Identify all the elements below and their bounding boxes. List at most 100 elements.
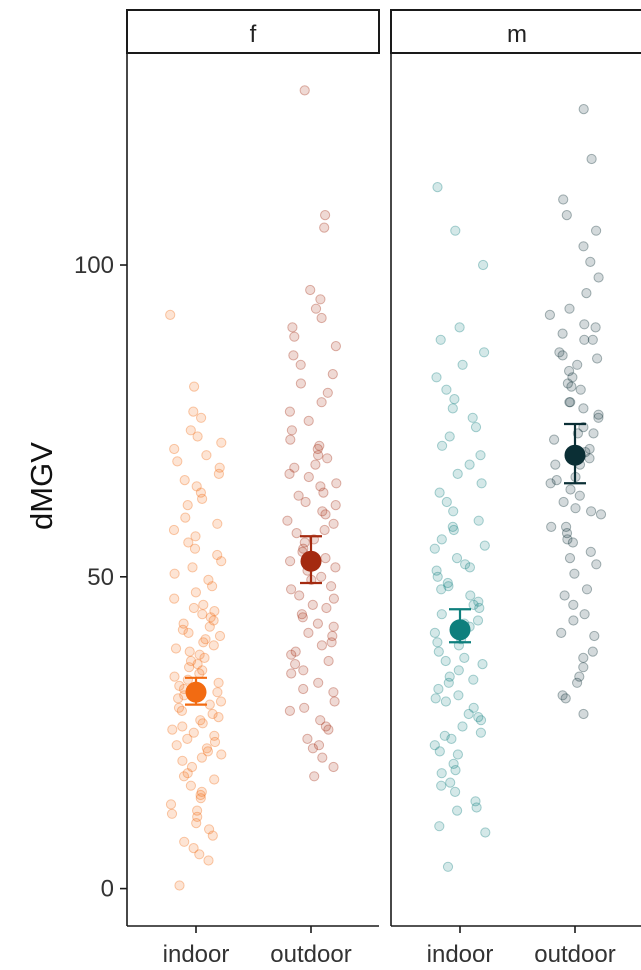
data-point <box>437 440 448 451</box>
data-point <box>296 609 307 620</box>
data-point <box>309 771 320 782</box>
data-point <box>303 627 314 639</box>
data-point <box>330 500 341 511</box>
data-point <box>171 740 182 751</box>
data-point <box>480 827 491 838</box>
data-point <box>445 777 456 788</box>
data-point <box>570 503 581 514</box>
data-point <box>196 786 207 798</box>
data-point <box>472 615 484 626</box>
data-point <box>319 524 330 536</box>
data-point <box>195 793 206 804</box>
facet-label-m: m <box>507 21 527 48</box>
data-point <box>293 490 304 501</box>
data-point <box>478 259 489 271</box>
data-point <box>284 468 295 479</box>
data-point <box>436 534 447 545</box>
data-point <box>581 288 592 299</box>
data-point <box>313 740 325 751</box>
data-point <box>584 443 595 455</box>
data-point <box>315 294 326 305</box>
data-point <box>328 687 339 698</box>
summary-layer <box>185 422 586 706</box>
data-point <box>586 153 597 165</box>
data-point <box>185 425 196 436</box>
data-point <box>197 609 208 620</box>
data-point <box>473 515 484 526</box>
data-point <box>449 394 460 405</box>
data-point <box>177 721 188 732</box>
data-point <box>446 733 457 745</box>
data-point <box>568 615 579 626</box>
data-point <box>179 475 190 486</box>
data-point <box>467 412 478 423</box>
data-point <box>312 618 323 629</box>
data-point <box>320 721 331 732</box>
data-point <box>556 627 567 639</box>
data-point <box>551 475 562 486</box>
data-point <box>586 506 597 517</box>
data-point <box>213 468 224 479</box>
data-point <box>595 509 607 520</box>
data-point <box>578 708 589 720</box>
x-ticks: indoor outdoor indoor outdoor <box>163 926 616 968</box>
data-point <box>290 646 301 657</box>
data-point <box>457 359 468 370</box>
data-point <box>442 861 454 872</box>
data-point <box>561 210 572 221</box>
data-point <box>562 534 573 545</box>
data-point <box>567 372 578 383</box>
data-point <box>436 780 447 791</box>
data-point <box>313 677 324 688</box>
data-point <box>591 225 602 236</box>
data-point <box>550 459 561 470</box>
data-point <box>545 478 556 489</box>
data-point <box>439 730 450 741</box>
data-point <box>307 599 318 611</box>
data-point <box>434 746 445 757</box>
data-point <box>564 397 575 408</box>
data-point <box>320 553 331 564</box>
data-point <box>205 612 216 623</box>
data-point <box>578 403 589 414</box>
data-point <box>300 496 311 508</box>
data-point <box>170 643 182 654</box>
data-point <box>448 524 459 536</box>
data-point <box>289 331 300 342</box>
data-point <box>591 559 602 570</box>
data-point <box>326 581 337 592</box>
data-point <box>182 768 193 779</box>
mean-point <box>449 619 471 641</box>
data-point <box>197 493 208 504</box>
data-point <box>476 478 487 489</box>
data-point <box>199 652 210 664</box>
data-point <box>172 456 183 467</box>
data-point <box>468 674 479 685</box>
data-point <box>567 537 579 548</box>
data-point <box>453 690 464 701</box>
data-point <box>557 690 568 701</box>
data-point <box>565 484 576 495</box>
data-point <box>562 378 574 389</box>
facet-strip-f <box>126 9 380 54</box>
mean-point <box>564 444 586 466</box>
data-point <box>557 328 568 339</box>
data-point <box>214 462 225 473</box>
data-point <box>448 506 459 517</box>
data-point <box>443 677 454 688</box>
data-point <box>209 730 220 741</box>
data-point <box>560 693 571 704</box>
data-point <box>212 518 223 529</box>
data-point <box>581 584 593 595</box>
data-point <box>285 556 296 567</box>
data-point <box>327 630 338 642</box>
data-point <box>287 322 298 333</box>
data-point <box>289 462 300 473</box>
data-point <box>429 740 440 751</box>
data-point <box>191 818 202 829</box>
data-point <box>444 671 455 682</box>
data-point <box>579 609 590 620</box>
data-point <box>209 774 220 785</box>
data-point <box>203 574 214 586</box>
data-point <box>298 665 309 676</box>
